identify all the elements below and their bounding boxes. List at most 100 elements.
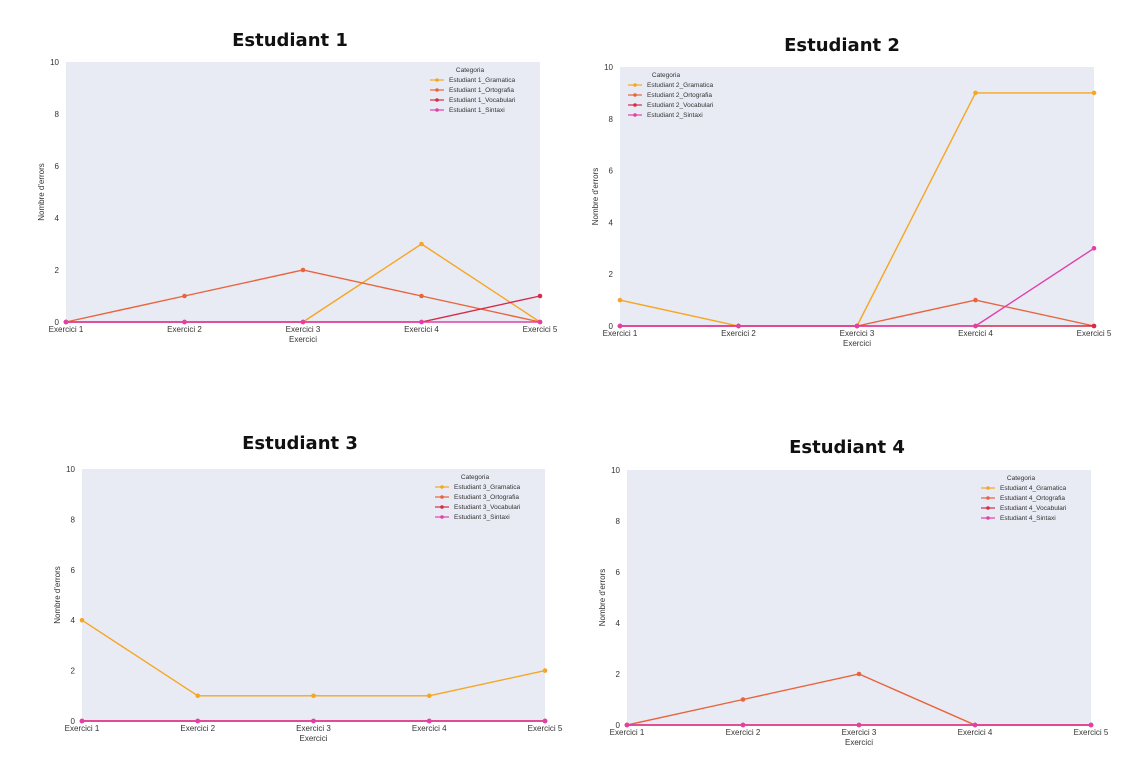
x-tick-label: Exercici 4 [958,728,993,737]
data-point [542,668,548,673]
y-tick-label: 2 [616,670,621,679]
data-point [542,718,548,724]
legend-marker [440,485,444,489]
legend-label: Estudiant 2_Gramatica [647,82,714,89]
data-point [617,297,623,303]
legend-label: Estudiant 2_Sintaxi [647,112,703,119]
legend-label: Estudiant 3_Gramatica [454,484,521,491]
y-tick-label: 0 [616,721,621,730]
x-tick-label: Exercici 3 [296,724,331,733]
x-tick-label: Exercici 3 [842,728,877,737]
x-tick-label: Exercici 5 [1074,728,1109,737]
chart-panel-1: Estudiant 1 0 2 4 6 8 10 Exercici 1 Exercici 2 E… [30,28,558,358]
data-point [79,718,85,724]
chart-title: Estudiant 2 [784,35,900,56]
data-point [856,671,862,677]
legend-label: Estudiant 1_Ortografia [449,87,514,94]
x-tick-label: Exercici 4 [404,325,439,334]
legend-marker [986,506,990,510]
x-tick-label: Exercici 1 [49,325,84,334]
data-point [426,718,432,724]
x-tick-label: Exercici 3 [286,325,321,334]
legend-marker [435,88,439,92]
chart-panel-4: Estudiant 4 0 2 4 6 8 10 Exercici 1 Exercici 2 E… [592,435,1109,755]
data-point [537,293,543,299]
legend-marker [986,496,990,500]
data-point [419,241,424,247]
chart-title: Estudiant 1 [232,30,348,51]
y-tick-label: 6 [55,162,60,171]
data-point [736,323,741,329]
y-axis-label: Nombre d'errors [591,168,600,226]
y-axis-label: Nombre d'errors [37,163,46,221]
x-axis-label: Exercici [845,738,873,747]
data-point [419,293,424,299]
legend-marker [435,108,439,112]
x-tick-label: Exercici 2 [167,325,202,334]
y-tick-label: 4 [55,214,60,223]
data-point [195,718,201,724]
data-point [854,323,860,329]
data-point [79,617,85,623]
legend-title: Categoria [456,67,485,74]
legend-label: Estudiant 2_Ortografia [647,92,712,99]
data-point [1088,722,1094,728]
legend-label: Estudiant 3_Vocabulari [454,504,521,511]
chart-title: Estudiant 4 [789,437,905,458]
legend-label: Estudiant 1_Sintaxi [449,107,505,114]
data-point [740,722,746,728]
x-axis-label: Exercici [299,734,327,743]
x-tick-label: Exercici 1 [610,728,645,737]
y-tick-label: 4 [609,218,614,227]
y-tick-label: 6 [71,566,76,575]
x-tick-label: Exercici 1 [603,329,638,338]
y-tick-label: 10 [50,58,59,67]
data-point [300,267,306,273]
legend-marker [633,113,637,117]
chart-panel-3: Estudiant 3 0 2 4 6 8 10 Exercici 1 Exercici 2 E… [45,431,563,751]
legend-title: Categoria [652,72,681,79]
x-tick-label: Exercici 2 [721,329,756,338]
y-tick-label: 10 [604,63,613,72]
y-tick-label: 8 [616,517,621,526]
plot-area [66,62,540,322]
y-tick-label: 8 [55,110,60,119]
data-point [617,323,623,329]
data-point [972,722,978,728]
legend-label: Estudiant 1_Vocabulari [449,97,516,104]
legend-marker [633,103,637,107]
data-point [973,323,978,329]
legend-title: Categoria [1007,475,1036,482]
y-tick-label: 0 [71,717,76,726]
y-tick-label: 0 [55,318,60,327]
data-point [1091,323,1097,329]
x-tick-label: Exercici 1 [65,724,100,733]
data-point [624,722,630,728]
legend-marker [440,495,444,499]
x-tick-label: Exercici 4 [958,329,993,338]
legend-marker [435,78,439,82]
data-point [1091,246,1097,251]
y-tick-label: 10 [66,465,75,474]
chart-panel-2: Estudiant 2 0 2 4 6 8 10 Exercici 1 Exercici 2 E… [582,33,1112,363]
x-tick-label: Exercici 5 [528,724,563,733]
x-tick-label: Exercici 2 [726,728,761,737]
data-point [537,319,543,325]
y-tick-label: 10 [611,466,620,475]
data-point [182,319,187,325]
x-tick-label: Exercici 5 [1077,329,1112,338]
x-tick-label: Exercici 2 [180,724,215,733]
legend-marker [633,83,637,87]
y-tick-label: 2 [55,266,60,275]
data-point [195,693,201,699]
data-point [311,693,316,699]
data-point [63,319,69,325]
plot-area [620,67,1094,326]
legend-label: Estudiant 4_Gramatica [1000,485,1067,492]
legend-marker [633,93,637,97]
y-tick-label: 6 [609,167,614,176]
x-axis-label: Exercici [289,335,317,344]
